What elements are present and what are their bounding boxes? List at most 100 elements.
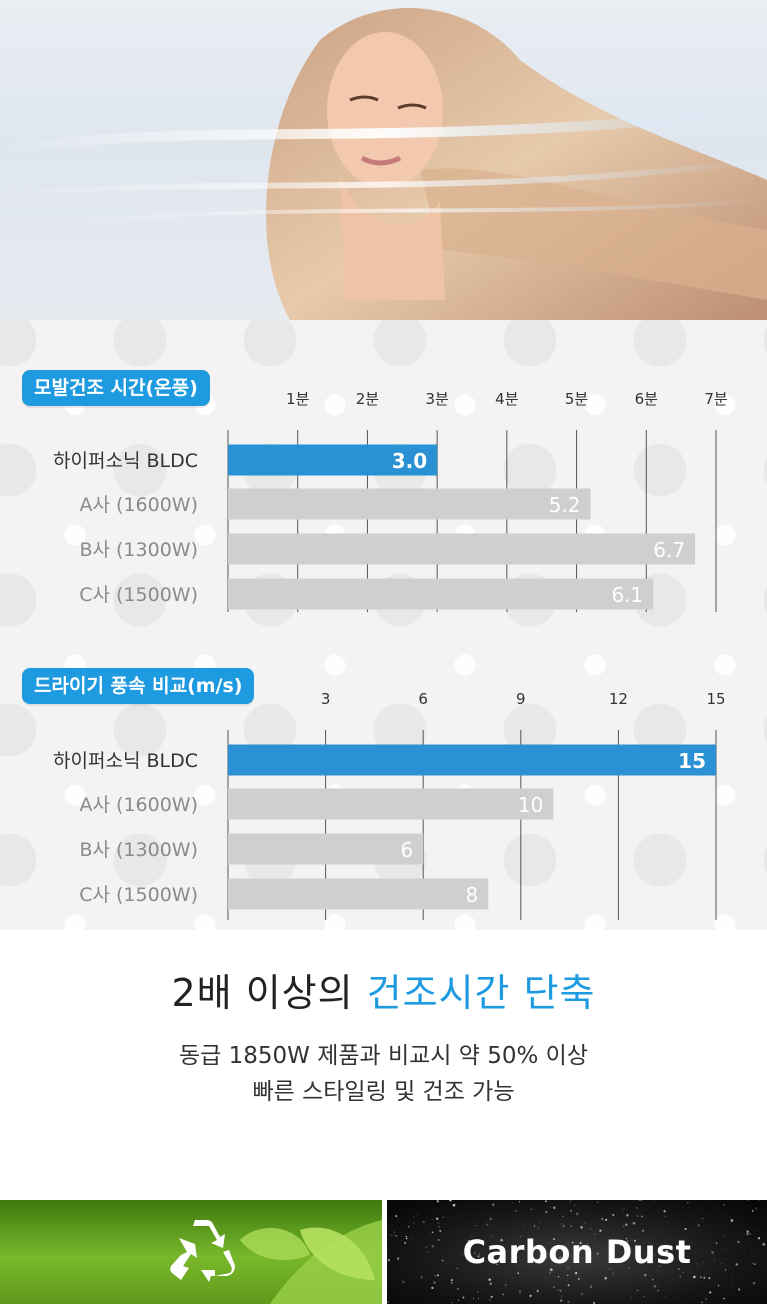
dust-particle (491, 1260, 493, 1262)
headline-accent: 건조시간 단축 (366, 971, 596, 1015)
dust-particles (387, 1200, 766, 1304)
dust-particle (633, 1239, 637, 1242)
dust-particle (518, 1201, 520, 1203)
dust-particle (724, 1269, 727, 1271)
dust-particle (665, 1296, 667, 1298)
dust-particle (545, 1256, 548, 1259)
dust-particle (610, 1242, 612, 1244)
dust-particle (658, 1265, 660, 1268)
dust-particle (393, 1231, 396, 1234)
dust-particle (637, 1250, 640, 1254)
dust-particle (693, 1275, 696, 1279)
dust-particle (625, 1237, 628, 1240)
dust-particle (589, 1285, 593, 1288)
dust-particle (708, 1277, 711, 1280)
dust-particle (576, 1244, 580, 1248)
dust-particle (413, 1222, 415, 1224)
value-label: 3.0 (392, 449, 427, 473)
dust-particle (539, 1255, 542, 1257)
dust-particle (405, 1235, 408, 1238)
dust-particle (628, 1267, 630, 1269)
dust-particle (732, 1277, 733, 1279)
dust-particle (452, 1203, 456, 1207)
dust-particle (705, 1298, 708, 1300)
dust-particle (623, 1208, 625, 1210)
recycle-icon (170, 1220, 235, 1282)
dust-particle (425, 1246, 428, 1249)
dust-particle (517, 1265, 519, 1266)
dust-particle (700, 1301, 704, 1304)
dust-particle (413, 1216, 415, 1218)
dust-particle (657, 1290, 659, 1292)
value-label: 8 (466, 883, 479, 907)
category-label: A사 (1600W) (80, 794, 198, 816)
headline-text: 2배 이상의 (171, 971, 367, 1015)
dust-particle (545, 1211, 548, 1213)
dust-particle (402, 1280, 405, 1284)
dust-particle (604, 1276, 607, 1280)
dust-particle (715, 1242, 718, 1244)
dust-particle (436, 1274, 439, 1277)
dust-particle (437, 1238, 440, 1242)
dust-particle (752, 1281, 756, 1285)
dust-particle (747, 1200, 749, 1201)
dust-particle (497, 1212, 499, 1214)
dust-particle (749, 1233, 751, 1235)
dust-particle (488, 1299, 489, 1300)
dust-particle (662, 1232, 663, 1234)
dust-particle (738, 1288, 741, 1291)
dust-particle (622, 1225, 625, 1228)
dust-particle (594, 1233, 596, 1235)
dust-particle (751, 1210, 754, 1212)
bar (228, 833, 424, 865)
dust-particle (587, 1297, 589, 1299)
dust-particle (450, 1203, 452, 1205)
dust-particle (518, 1290, 522, 1293)
dust-particle (404, 1241, 407, 1244)
dust-particle (724, 1247, 726, 1250)
bar (228, 878, 489, 910)
dust-particle (580, 1226, 583, 1229)
dust-particle (486, 1223, 489, 1226)
dust-particle (559, 1256, 562, 1259)
headline: 2배 이상의 건조시간 단축 (0, 962, 767, 1017)
dust-particle (567, 1300, 570, 1304)
dust-particle (523, 1225, 525, 1227)
dust-particle (643, 1273, 647, 1277)
dust-particle (665, 1216, 666, 1218)
dust-particle (572, 1257, 574, 1259)
dust-particle (472, 1257, 475, 1260)
dust-particle (590, 1287, 592, 1289)
dust-particle (762, 1243, 766, 1246)
dust-particle (533, 1225, 536, 1227)
dust-particle (709, 1202, 711, 1204)
dust-particle (577, 1277, 580, 1280)
dust-particle (612, 1213, 615, 1216)
dust-particle (562, 1224, 565, 1228)
dust-particle (759, 1247, 761, 1249)
dust-particle (420, 1276, 423, 1279)
carbon-dust-label: Carbon Dust (462, 1233, 692, 1271)
dust-particle (536, 1289, 539, 1292)
dust-particle (614, 1240, 618, 1243)
hero-image (0, 0, 767, 320)
dust-particle (754, 1292, 756, 1294)
bar (228, 533, 696, 565)
dust-particle (709, 1291, 712, 1294)
dust-particle (622, 1209, 623, 1211)
dust-particle (755, 1207, 758, 1210)
dust-particle (462, 1296, 465, 1299)
bottom-strip (0, 1304, 767, 1315)
dust-particle (520, 1236, 521, 1237)
dust-particle (477, 1255, 480, 1258)
dust-particle (626, 1213, 629, 1217)
dust-particle (703, 1276, 706, 1279)
dust-particle (445, 1261, 447, 1263)
dust-particle (552, 1206, 556, 1210)
dust-particle (415, 1210, 417, 1212)
dust-particle (567, 1284, 570, 1287)
dust-particle (436, 1200, 439, 1203)
dust-particle (632, 1221, 636, 1225)
dust-particle (717, 1284, 720, 1287)
